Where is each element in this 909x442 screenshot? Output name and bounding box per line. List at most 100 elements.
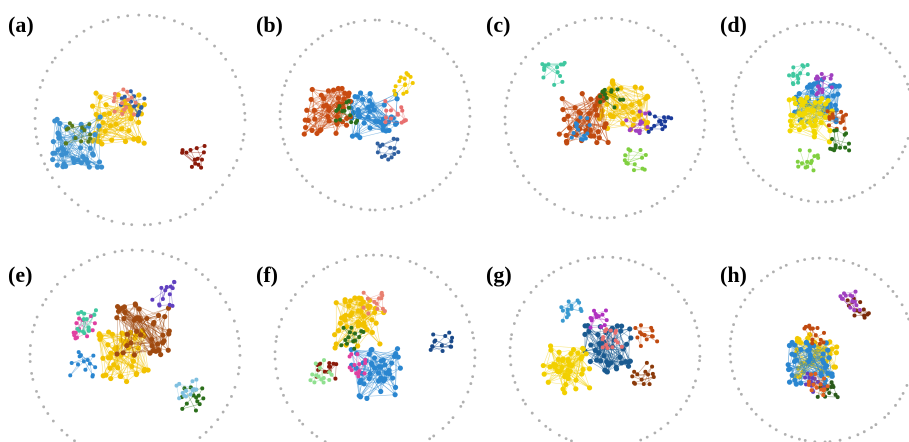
- node: [359, 329, 364, 334]
- isolated-node: [316, 37, 320, 41]
- node: [91, 353, 96, 358]
- node: [107, 123, 114, 129]
- isolated-node: [96, 255, 99, 259]
- isolated-node: [315, 434, 319, 438]
- node: [614, 328, 619, 333]
- isolated-node: [571, 211, 575, 215]
- node: [201, 396, 206, 401]
- node: [155, 341, 161, 347]
- node: [556, 349, 562, 355]
- edge: [130, 320, 135, 343]
- node: [367, 125, 373, 131]
- isolated-node: [731, 124, 735, 128]
- node: [826, 123, 831, 128]
- node: [150, 297, 155, 302]
- isolated-node: [221, 183, 224, 187]
- node: [357, 114, 363, 120]
- isolated-node: [649, 267, 653, 271]
- isolated-node: [544, 424, 548, 428]
- node: [650, 364, 655, 369]
- node: [804, 94, 810, 101]
- node: [798, 346, 804, 353]
- isolated-node: [870, 426, 873, 429]
- node: [128, 108, 134, 114]
- isolated-node: [888, 51, 892, 55]
- isolated-node: [275, 335, 279, 339]
- isolated-node: [754, 412, 758, 416]
- node: [803, 340, 809, 346]
- node: [361, 313, 367, 319]
- isolated-node: [284, 79, 288, 83]
- node: [618, 97, 623, 102]
- node: [546, 62, 551, 67]
- isolated-node: [580, 213, 584, 217]
- node: [623, 153, 628, 158]
- isolated-node: [363, 19, 367, 22]
- isolated-node: [901, 150, 904, 154]
- node: [811, 168, 816, 173]
- node: [633, 128, 638, 133]
- node: [655, 339, 660, 344]
- edge: [374, 312, 381, 344]
- node: [328, 364, 333, 369]
- node: [349, 120, 354, 125]
- node: [797, 148, 802, 153]
- isolated-node: [236, 372, 240, 376]
- isolated-node: [671, 189, 675, 193]
- edge: [559, 348, 583, 353]
- node: [132, 104, 137, 109]
- node: [368, 360, 375, 366]
- isolated-node: [903, 145, 907, 148]
- node: [579, 308, 584, 313]
- node: [822, 76, 827, 81]
- isolated-node: [576, 259, 580, 263]
- node: [569, 303, 574, 308]
- isolated-node: [225, 403, 229, 407]
- node: [829, 380, 834, 385]
- node: [540, 62, 545, 67]
- node: [75, 326, 80, 331]
- node: [825, 109, 830, 114]
- node: [321, 358, 326, 363]
- node: [566, 299, 571, 304]
- isolated-node: [772, 34, 776, 38]
- node: [312, 116, 318, 122]
- node: [382, 309, 387, 314]
- node: [85, 334, 90, 339]
- isolated-node: [293, 293, 297, 296]
- node: [587, 123, 592, 128]
- isolated-node: [280, 317, 283, 321]
- isolated-node: [803, 22, 806, 26]
- node: [377, 341, 383, 347]
- node: [833, 143, 838, 148]
- isolated-node: [86, 209, 90, 213]
- isolated-node: [683, 176, 687, 180]
- isolated-node: [148, 14, 151, 17]
- node: [638, 323, 643, 328]
- isolated-node: [764, 40, 768, 43]
- edge: [70, 361, 85, 376]
- node: [834, 128, 839, 133]
- node: [652, 123, 657, 128]
- isolated-node: [87, 259, 91, 262]
- edge: [796, 342, 827, 385]
- node: [109, 331, 116, 337]
- edge: [371, 349, 395, 357]
- isolated-node: [242, 132, 246, 136]
- node: [317, 365, 322, 370]
- node: [347, 354, 352, 359]
- isolated-node: [548, 428, 552, 431]
- isolated-node: [697, 334, 701, 338]
- isolated-node: [891, 166, 895, 170]
- isolated-node: [730, 117, 734, 121]
- node: [338, 117, 343, 122]
- node: [555, 356, 561, 363]
- edge: [348, 100, 358, 121]
- isolated-node: [886, 172, 889, 176]
- edge: [599, 96, 615, 108]
- edge: [564, 358, 582, 393]
- node: [410, 81, 415, 86]
- node: [622, 158, 627, 163]
- node: [96, 123, 102, 129]
- isolated-node: [409, 201, 413, 205]
